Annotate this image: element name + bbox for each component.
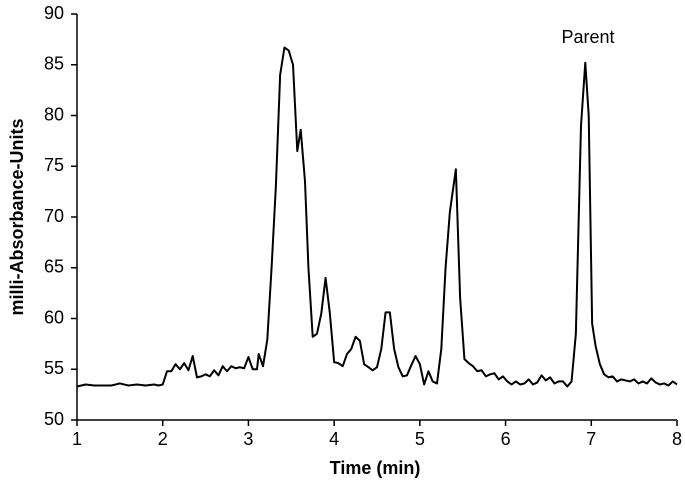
data-line: [76, 46, 678, 388]
x-tick-label: 8: [672, 429, 682, 449]
x-tick-label: 1: [72, 429, 82, 449]
y-axis-label: milli-Absorbance-Units: [7, 118, 27, 315]
y-tick-label: 80: [44, 104, 64, 124]
x-tick-label: 3: [243, 429, 253, 449]
y-tick-label: 85: [44, 54, 64, 74]
x-tick-label: 6: [501, 429, 511, 449]
annotation: Parent: [561, 27, 614, 47]
y-tick-label: 90: [44, 3, 64, 23]
y-tick-label: 65: [44, 257, 64, 277]
y-tick-label: 50: [44, 409, 64, 429]
x-tick-label: 2: [158, 429, 168, 449]
x-tick-label: 5: [415, 429, 425, 449]
x-axis-label: Time (min): [330, 458, 421, 478]
y-tick-label: 70: [44, 206, 64, 226]
y-tick-label: 55: [44, 358, 64, 378]
y-tick-label: 60: [44, 307, 64, 327]
y-tick-label: 75: [44, 155, 64, 175]
x-tick-label: 7: [586, 429, 596, 449]
x-tick-label: 4: [329, 429, 339, 449]
